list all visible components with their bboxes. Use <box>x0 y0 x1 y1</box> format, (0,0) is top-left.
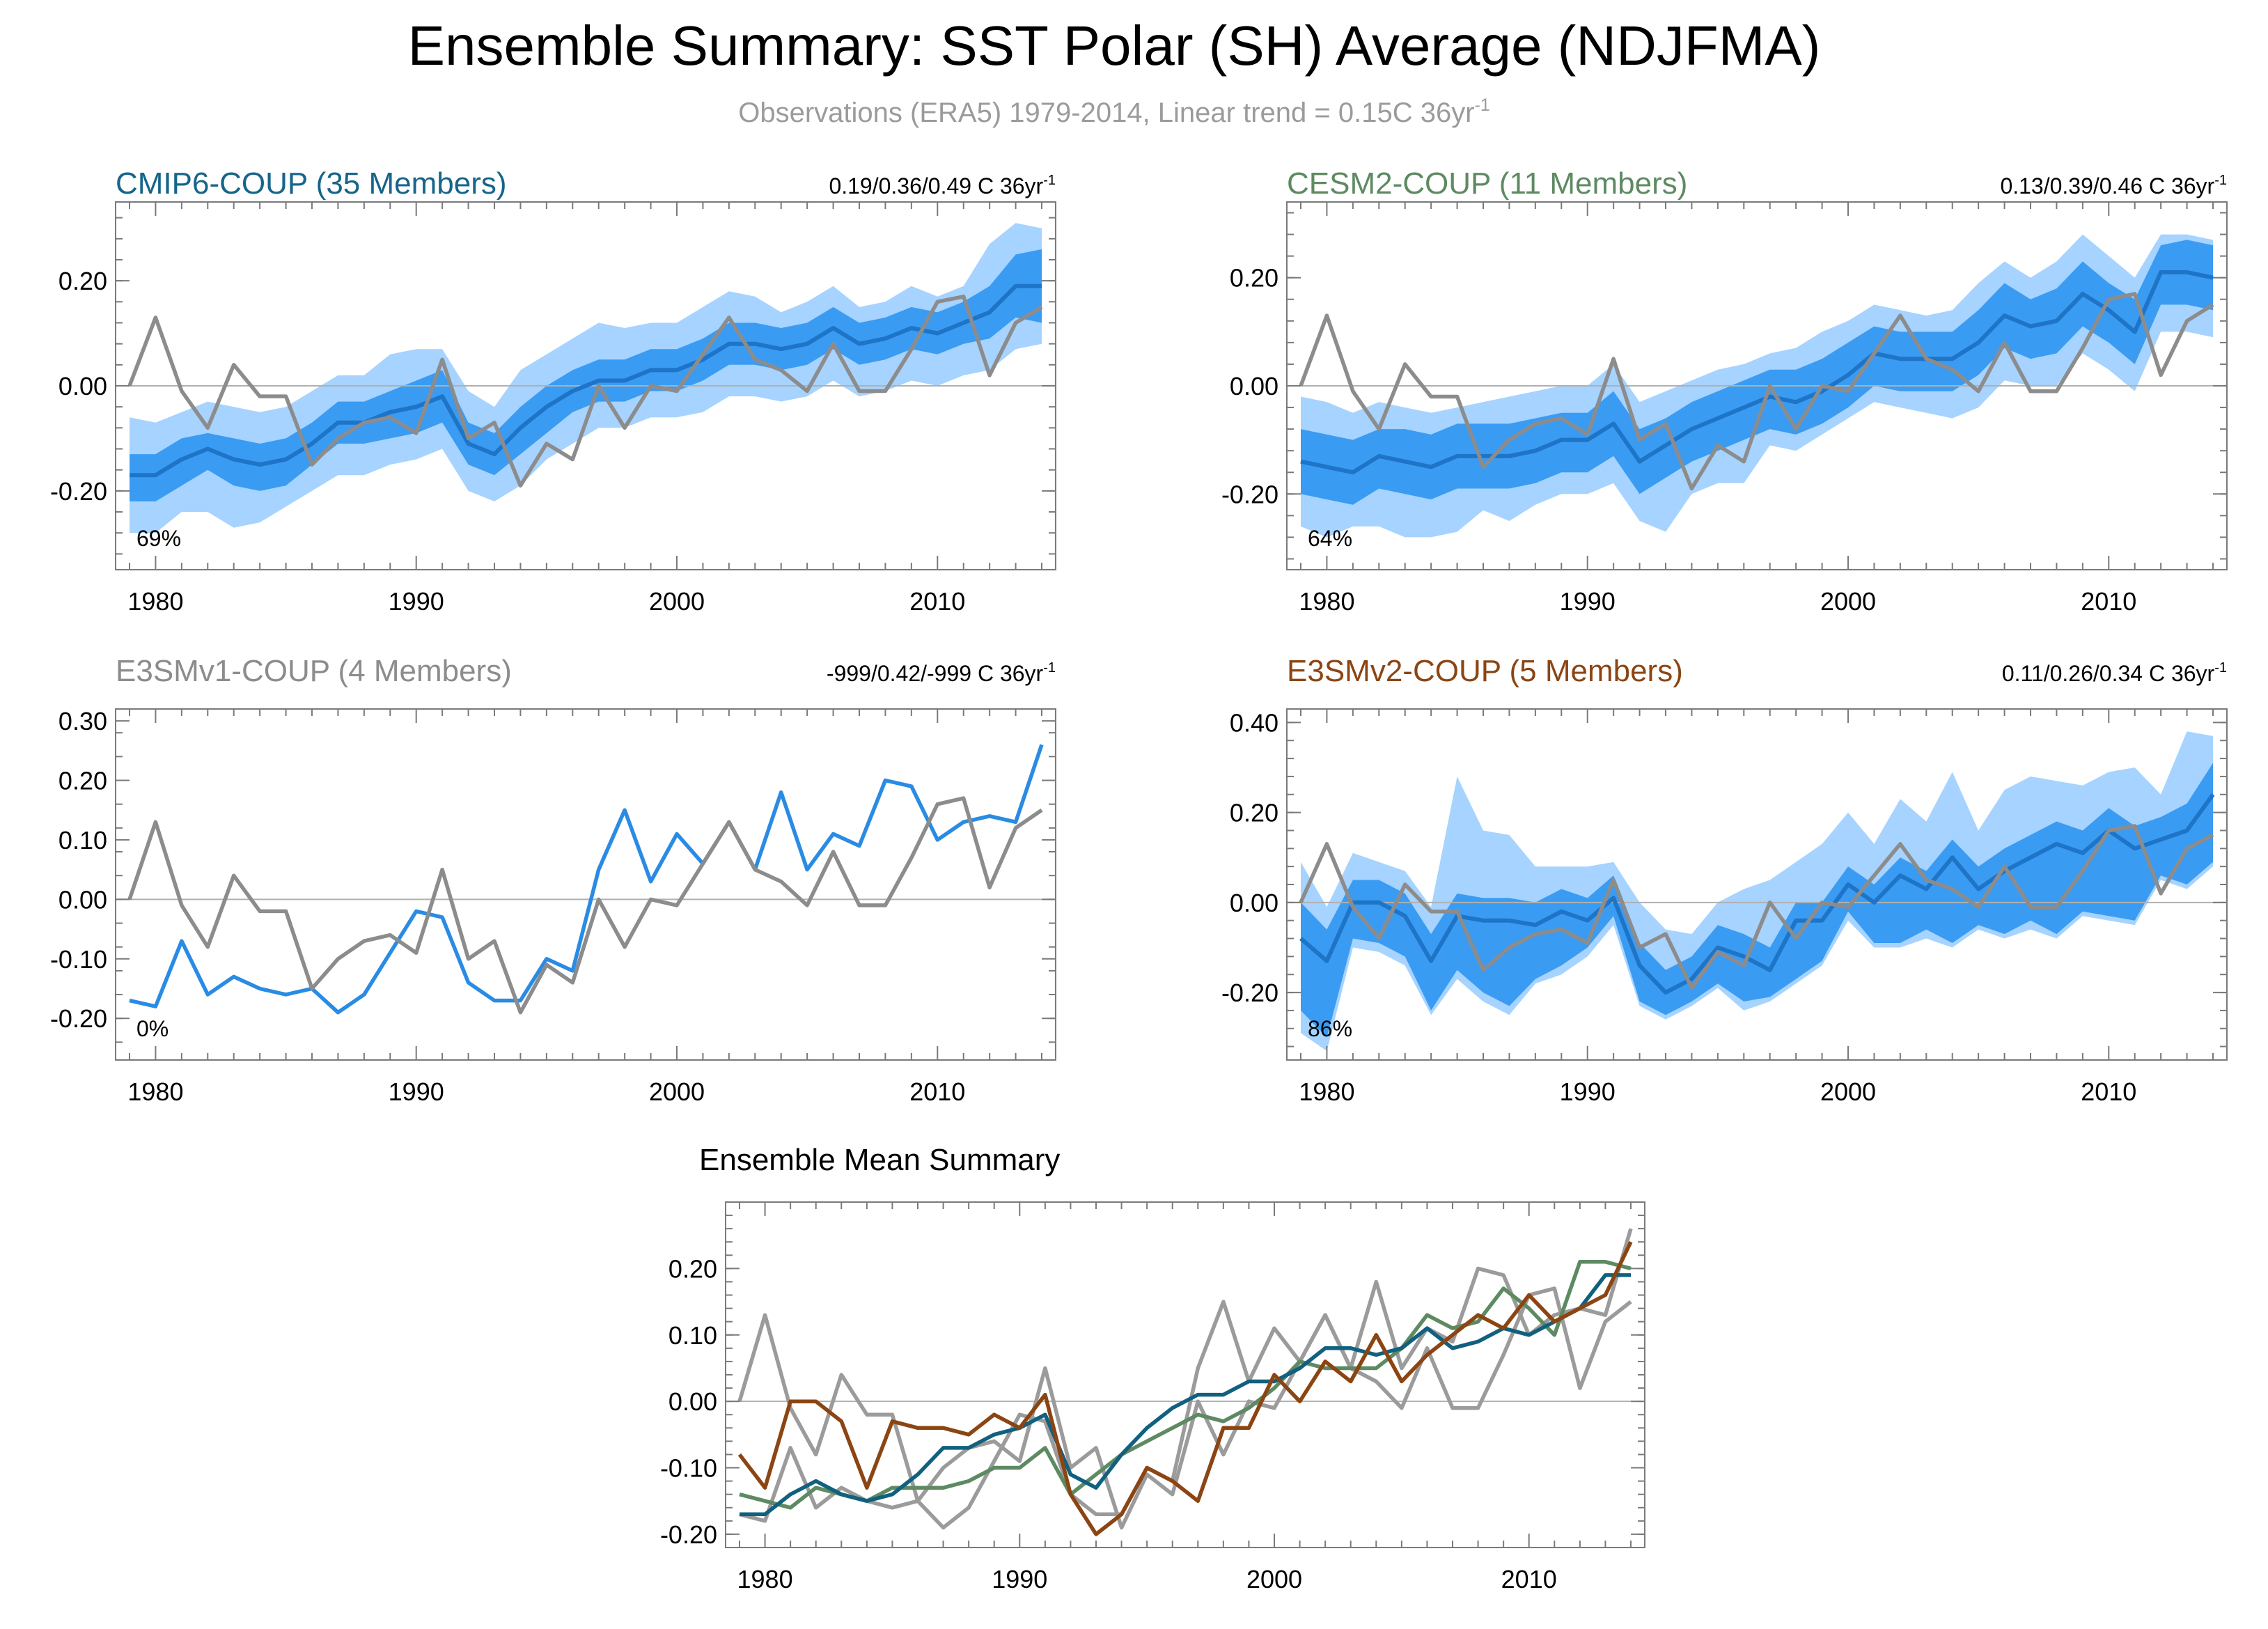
y-tick-label: -0.20 <box>660 1520 717 1549</box>
trend-label-text: 0.19/0.36/0.49 C 36yr <box>829 173 1043 198</box>
y-tick-label: 0.40 <box>1230 708 1278 737</box>
panel-summary: Ensemble Mean Summary 1980 1990 2000 2010 -0.… <box>660 1143 1645 1593</box>
series-line-ensemble-mean <box>129 744 1044 1015</box>
plot-area <box>1287 731 2227 1052</box>
x-tick-label: 1980 <box>127 587 183 616</box>
trend-label-superscript: -1 <box>1043 660 1056 676</box>
y-tick-label: -0.10 <box>50 945 107 974</box>
panel-title: E3SMv2-COUP (5 Members) <box>1287 654 1683 688</box>
panel-cmip6: CMIP6-COUP (35 Members) 0.19/0.36/0.49 C … <box>50 166 1056 616</box>
series-line-ensemble-mean <box>130 283 1042 478</box>
trend-label-text: 0.13/0.39/0.46 C 36yr <box>2000 173 2214 198</box>
band-inner <box>1301 763 2213 1038</box>
plot-area <box>1287 234 2227 538</box>
x-tick-label: 1980 <box>1299 587 1354 616</box>
x-tick-label: 2000 <box>649 587 705 616</box>
trend-label-superscript: -1 <box>1043 173 1056 188</box>
y-tick-label: 0.30 <box>58 707 107 735</box>
series-line-cmip6-coup <box>740 1273 1631 1517</box>
y-tick-label: 0.00 <box>58 885 107 914</box>
band-inner <box>130 249 1042 501</box>
figure-title: Ensemble Summary: SST Polar (SH) Average… <box>408 15 1821 77</box>
series-line-era5 <box>1299 824 2214 990</box>
series-line-ensemble-mean <box>1300 270 2214 475</box>
panel-title: CMIP6-COUP (35 Members) <box>116 166 507 201</box>
trend-label-superscript: -1 <box>2214 660 2227 676</box>
x-tick-label: 1990 <box>1560 1077 1616 1106</box>
panel-title: Ensemble Mean Summary <box>699 1143 1060 1177</box>
trend-label: 0.13/0.39/0.46 C 36yr-1 <box>2000 173 2227 198</box>
figure-subtitle: Observations (ERA5) 1979-2014, Linear tr… <box>738 95 1490 128</box>
series-line-e3smv1-coup <box>739 1228 1633 1530</box>
x-tick-label: 2000 <box>1820 587 1876 616</box>
series-line-era5 <box>1299 292 2214 491</box>
x-tick-label: 1990 <box>1560 587 1616 616</box>
series-line-era5 <box>737 1286 1632 1530</box>
trend-label-text: -999/0.42/-999 C 36yr <box>827 661 1044 686</box>
x-tick-label: 2010 <box>1501 1565 1557 1593</box>
panel-title: E3SMv1-COUP (4 Members) <box>116 654 512 688</box>
x-tick-label: 2010 <box>2081 1077 2136 1106</box>
series-line-era5 <box>127 796 1043 1015</box>
x-tick-label: 1980 <box>737 1565 793 1593</box>
y-tick-label: 0.10 <box>668 1321 717 1350</box>
y-tick-label: 0.00 <box>668 1387 717 1416</box>
trend-label: -999/0.42/-999 C 36yr-1 <box>827 660 1056 686</box>
panel-cesm2: CESM2-COUP (11 Members) 0.13/0.39/0.46 C … <box>1221 166 2228 616</box>
panels: CMIP6-COUP (35 Members) 0.19/0.36/0.49 C … <box>50 166 2228 1593</box>
y-tick-label: 0.20 <box>58 767 107 795</box>
plot-frame <box>115 708 1056 1061</box>
x-tick-label: 2000 <box>1820 1077 1876 1106</box>
panel-e3smv1: E3SMv1-COUP (4 Members) -999/0.42/-999 C … <box>50 654 1056 1106</box>
y-tick-label: -0.20 <box>1221 979 1278 1007</box>
x-tick-label: 2000 <box>649 1077 705 1106</box>
y-tick-label: 0.20 <box>1230 799 1278 827</box>
band-inner <box>1301 240 2213 505</box>
panel-title: CESM2-COUP (11 Members) <box>1287 166 1687 201</box>
x-tick-label: 2000 <box>1246 1565 1302 1593</box>
percent-label: 86% <box>1308 1016 1352 1041</box>
plot-area <box>116 744 1056 1015</box>
y-tick-label: -0.20 <box>50 1004 107 1033</box>
series-line-e3smv2-coup <box>737 1241 1633 1536</box>
x-tick-label: 1990 <box>389 1077 444 1106</box>
y-tick-label: -0.20 <box>50 477 107 506</box>
y-tick-label: 0.20 <box>58 267 107 295</box>
x-tick-label: 1980 <box>1299 1077 1354 1106</box>
x-tick-label: 2010 <box>909 587 965 616</box>
y-tick-label: 0.00 <box>1230 889 1278 917</box>
y-tick-label: 0.10 <box>58 826 107 855</box>
percent-label: 0% <box>136 1016 169 1041</box>
y-tick-label: 0.20 <box>1230 264 1278 293</box>
series-line-ensemble-mean <box>1299 793 2215 995</box>
plot-frame <box>725 1201 1645 1548</box>
y-tick-label: 0.00 <box>1230 372 1278 400</box>
trend-label-superscript: -1 <box>2214 173 2227 188</box>
y-tick-label: 0.00 <box>58 372 107 400</box>
x-tick-label: 1990 <box>389 587 444 616</box>
trend-label: 0.19/0.36/0.49 C 36yr-1 <box>829 173 1056 198</box>
y-tick-label: -0.10 <box>660 1454 717 1483</box>
series-line-era5 <box>127 295 1043 488</box>
y-tick-label: -0.20 <box>1221 480 1278 508</box>
panel-e3smv2: E3SMv2-COUP (5 Members) 0.11/0.26/0.34 C … <box>1221 654 2228 1106</box>
plot-area <box>116 223 1056 533</box>
x-tick-label: 1990 <box>992 1565 1047 1593</box>
y-tick-label: 0.20 <box>668 1254 717 1283</box>
x-tick-label: 2010 <box>2081 587 2136 616</box>
subtitle-main: Observations (ERA5) 1979-2014, Linear tr… <box>738 98 1474 128</box>
trend-label-text: 0.11/0.26/0.34 C 36yr <box>2002 661 2215 686</box>
plot-area <box>726 1228 1645 1536</box>
percent-label: 64% <box>1308 526 1352 551</box>
x-tick-label: 2010 <box>909 1077 965 1106</box>
x-tick-label: 1980 <box>127 1077 183 1106</box>
trend-label: 0.11/0.26/0.34 C 36yr-1 <box>2002 660 2227 686</box>
subtitle-superscript: -1 <box>1475 95 1490 115</box>
percent-label: 69% <box>136 526 181 551</box>
